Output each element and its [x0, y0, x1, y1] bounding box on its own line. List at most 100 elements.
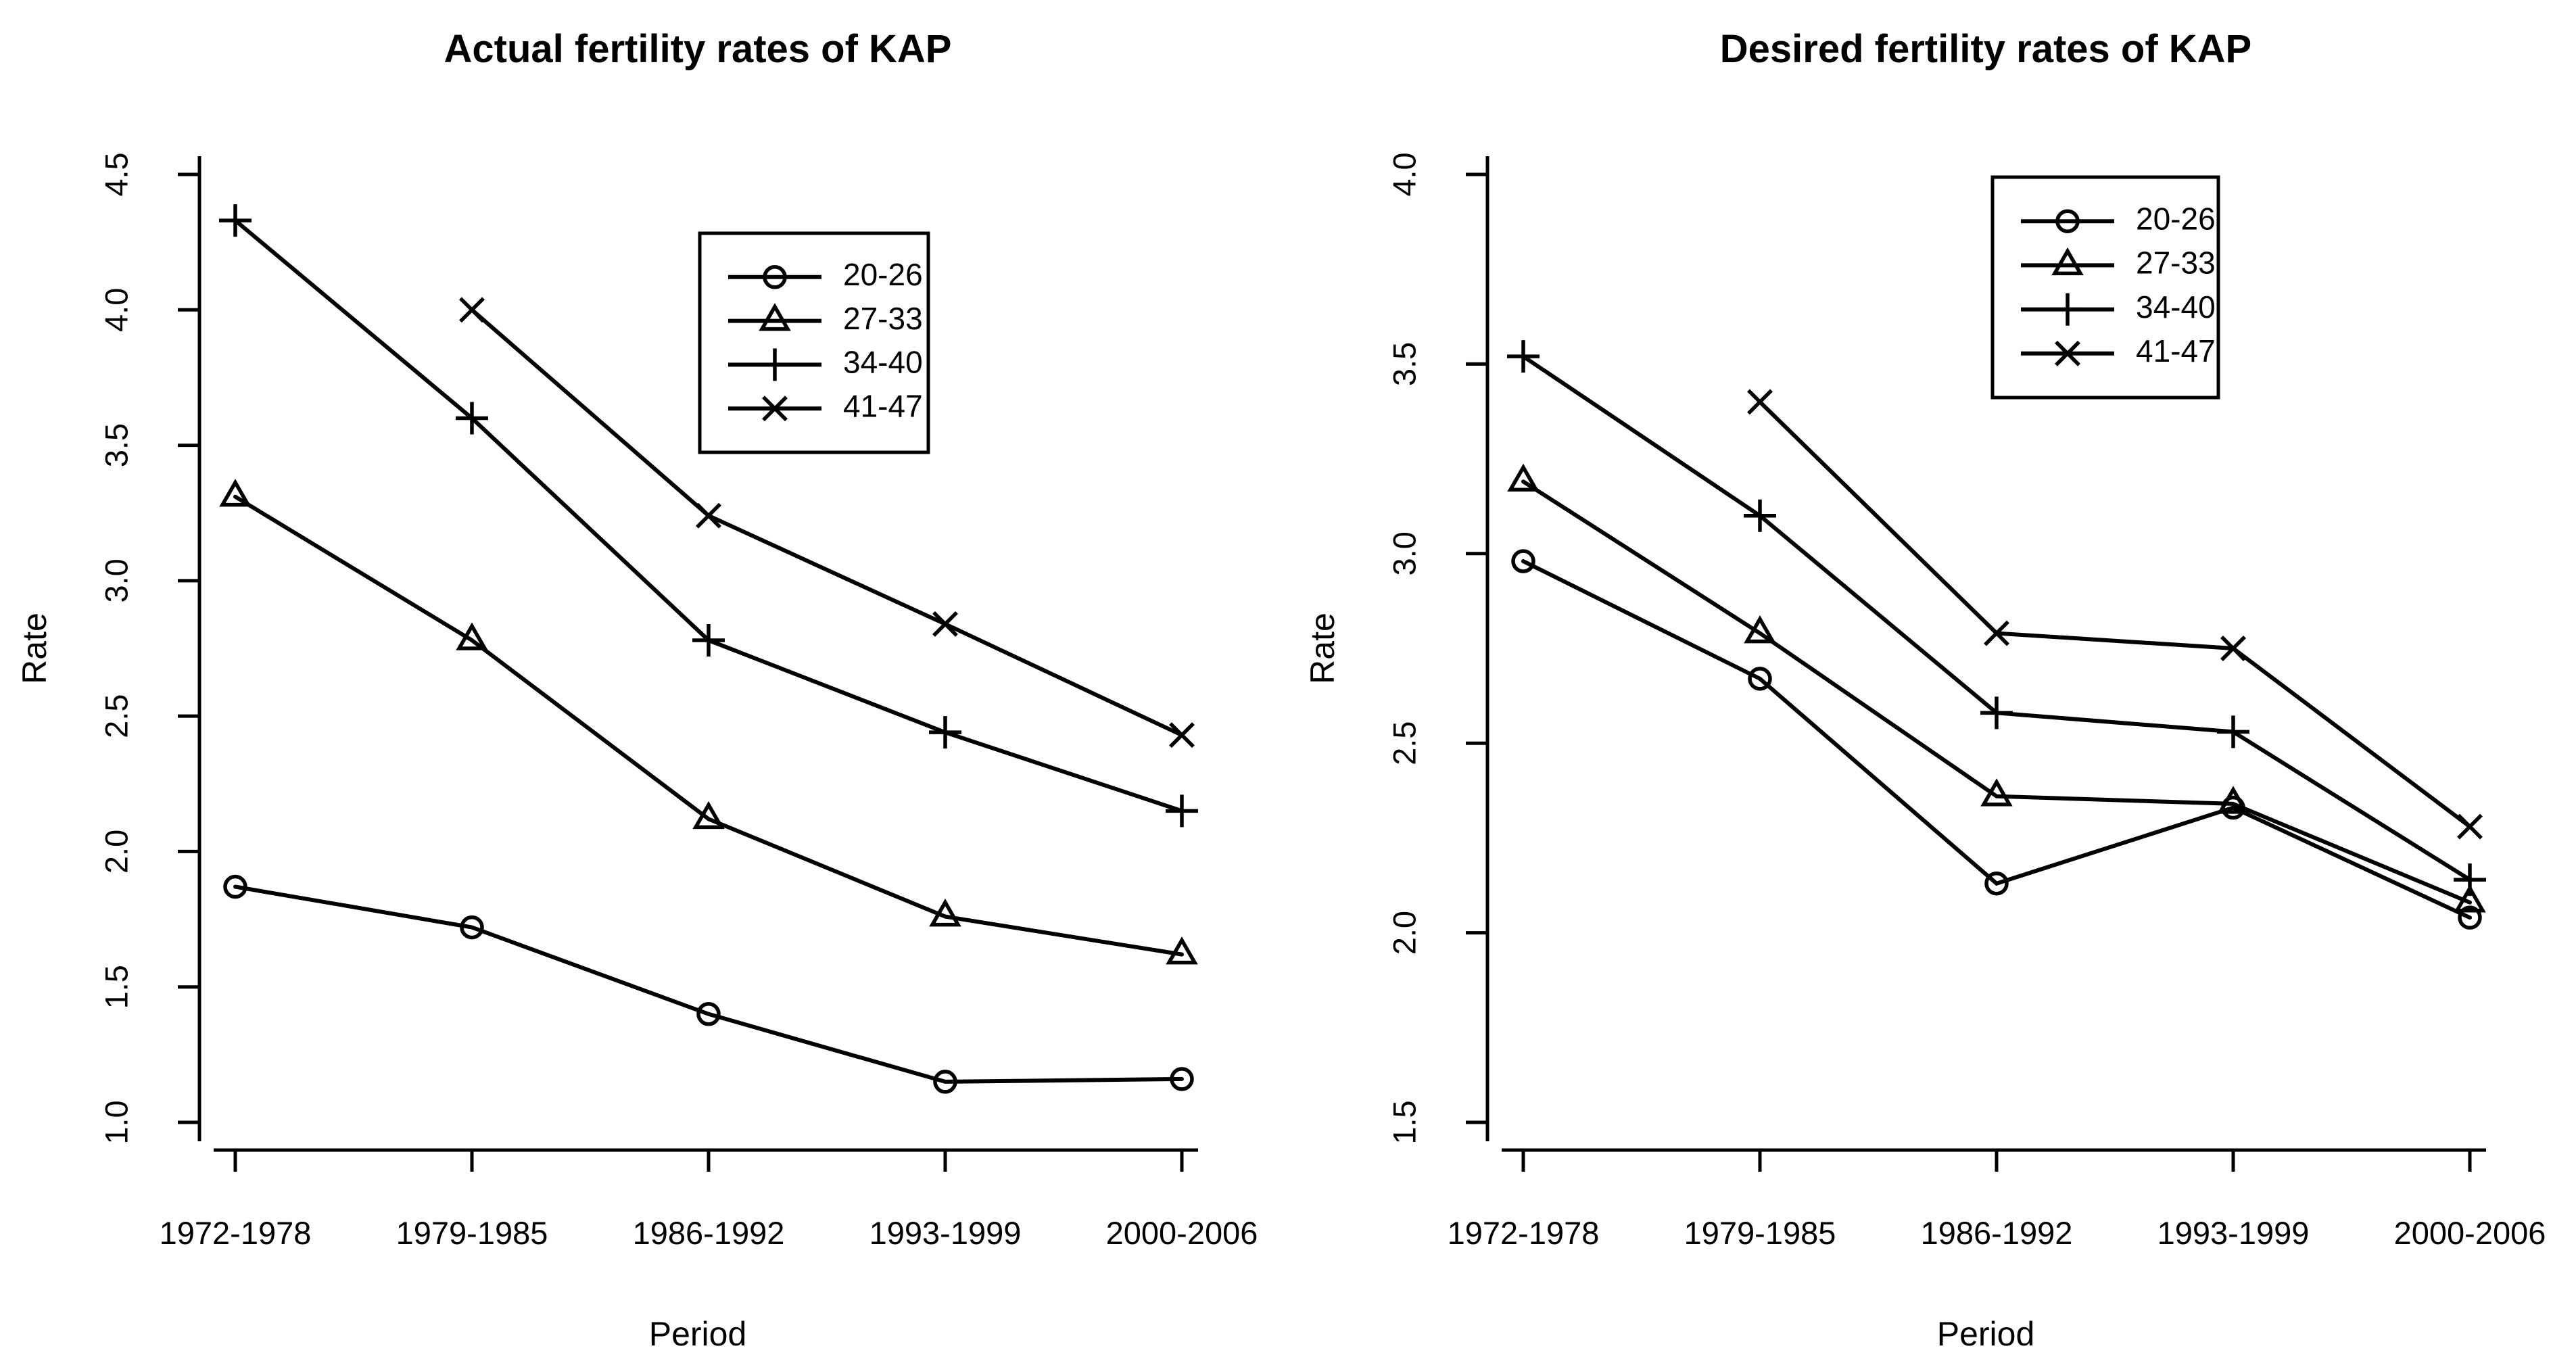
- marker-circle: [460, 915, 484, 940]
- y-axis-title: Rate: [16, 613, 53, 684]
- cross-marker-2: [459, 297, 485, 323]
- legend-entry: 41-47: [728, 388, 923, 423]
- marker-plus: [1507, 340, 1540, 373]
- x-tick-label: 2000-2006: [1106, 1215, 1258, 1251]
- marker-triangle: [1744, 615, 1776, 644]
- cross-marker-2: [2457, 813, 2483, 840]
- marker-triangle: [456, 622, 488, 650]
- legend-label: 34-40: [843, 345, 923, 380]
- marker-plus: [2454, 863, 2486, 897]
- legend-label: 41-47: [2136, 333, 2216, 368]
- circle-marker: [2458, 905, 2482, 930]
- marker-circle: [2458, 905, 2482, 930]
- legend-label: 34-40: [2136, 289, 2216, 325]
- cross-marker-2: [1747, 389, 1773, 415]
- triangle-marker: [929, 899, 961, 927]
- y-tick-label: 2.5: [98, 694, 134, 738]
- y-tick-label: 1.5: [1386, 1100, 1422, 1144]
- marker-triangle: [2454, 884, 2486, 913]
- triangle-marker: [2454, 884, 2486, 913]
- legend: 20-26 27-33 34-40 41-47: [698, 231, 930, 454]
- marker-cross: [696, 502, 721, 529]
- circle-marker: [2055, 209, 2080, 233]
- marker-plus: [219, 204, 252, 237]
- marker-circle: [2055, 209, 2080, 233]
- triangle-marker: [1980, 778, 2013, 807]
- y-tick-label: 3.5: [1386, 342, 1422, 386]
- legend-entry: 34-40: [2021, 289, 2216, 326]
- cross-marker-2: [2220, 636, 2246, 661]
- marker-cross: [2457, 813, 2483, 840]
- chart-title: Actual fertility rates of KAP: [444, 27, 952, 71]
- marker-plus: [2051, 293, 2084, 326]
- y-tick-label: 1.5: [98, 965, 134, 1009]
- marker-plus: [692, 623, 725, 657]
- x-tick-label: 1986-1992: [1921, 1215, 2073, 1251]
- y-tick-label: 4.0: [1386, 152, 1422, 196]
- series-line-20-26: [233, 884, 1184, 1084]
- x-tick-label: 1972-1978: [1448, 1215, 1600, 1251]
- legend-box: [698, 231, 930, 454]
- cross-marker-2: [2055, 340, 2080, 366]
- legend-label: 41-47: [843, 388, 923, 423]
- y-tick-label: 3.0: [1386, 531, 1422, 575]
- legend-box: [1990, 175, 2220, 400]
- plot-area: 1.0 1.5 2.0 2.5 3.0 3.5 4.0 4.5 1972-1978 1979-19…: [98, 152, 1258, 1251]
- x-tick-label: 1993-1999: [869, 1215, 1022, 1251]
- x-tick-label: 1993-1999: [2157, 1215, 2310, 1251]
- marker-triangle: [1980, 778, 2013, 807]
- marker-cross: [1984, 620, 2009, 646]
- marker-plus: [1980, 696, 2013, 730]
- marker-plus: [2217, 715, 2249, 748]
- x-tick-label: 2000-2006: [2394, 1215, 2546, 1251]
- marker-circle: [1984, 871, 2009, 896]
- circle-marker: [1984, 871, 2009, 896]
- y-tick-label: 4.0: [98, 288, 134, 332]
- marker-cross: [2055, 340, 2080, 366]
- legend-entry: 27-33: [728, 301, 923, 336]
- cross-marker-2: [1169, 722, 1195, 748]
- legend-label: 20-26: [843, 257, 923, 292]
- marker-cross: [1747, 389, 1773, 415]
- x-axis-title: Period: [649, 1315, 747, 1353]
- legend: 20-26 27-33 34-40 41-47: [1990, 175, 2220, 400]
- marker-circle: [1511, 549, 1535, 573]
- circle-marker: [1170, 1067, 1194, 1091]
- series-line-27-33: [1521, 479, 2472, 905]
- marker-circle: [763, 265, 787, 289]
- chart-actual-svg: Actual fertility rates of KAP Period Rat…: [16, 27, 1258, 1353]
- series-line-20-26: [1521, 559, 2472, 920]
- marker-plus: [456, 402, 488, 435]
- x-tick-label: 1986-1992: [633, 1215, 785, 1251]
- cross-marker-2: [762, 396, 788, 422]
- marker-cross: [2220, 636, 2246, 661]
- marker-triangle: [2051, 247, 2084, 276]
- chart-title: Desired fertility rates of KAP: [1720, 27, 2251, 71]
- y-tick-label: 2.0: [98, 830, 134, 874]
- marker-plus: [759, 348, 791, 381]
- marker-circle: [696, 1002, 721, 1026]
- marker-circle: [1748, 667, 1772, 691]
- y-axis-title: Rate: [1304, 613, 1341, 684]
- y-tick-label: 2.0: [1386, 911, 1422, 955]
- circle-marker: [460, 915, 484, 940]
- legend-label: 20-26: [2136, 201, 2216, 236]
- y-tick-label: 3.5: [98, 423, 134, 467]
- triangle-marker: [692, 801, 725, 830]
- marker-triangle: [759, 303, 791, 331]
- plot-area: 1.5 2.0 2.5 3.0 3.5 4.0 1972-1978 1979-1985 1986…: [1386, 152, 2546, 1251]
- circle-marker: [763, 265, 787, 289]
- marker-circle: [1170, 1067, 1194, 1091]
- series-line-34-40: [1521, 354, 2472, 882]
- legend-label: 27-33: [2136, 245, 2216, 281]
- marker-triangle: [1166, 936, 1198, 965]
- x-axis-title: Period: [1937, 1315, 2035, 1353]
- y-tick-label: 2.5: [1386, 721, 1422, 765]
- marker-triangle: [2217, 786, 2249, 814]
- triangle-marker: [219, 479, 252, 507]
- circle-marker: [696, 1002, 721, 1026]
- legend-entry: 20-26: [2021, 201, 2216, 236]
- x-tick-label: 1972-1978: [160, 1215, 312, 1251]
- triangle-marker: [1744, 615, 1776, 644]
